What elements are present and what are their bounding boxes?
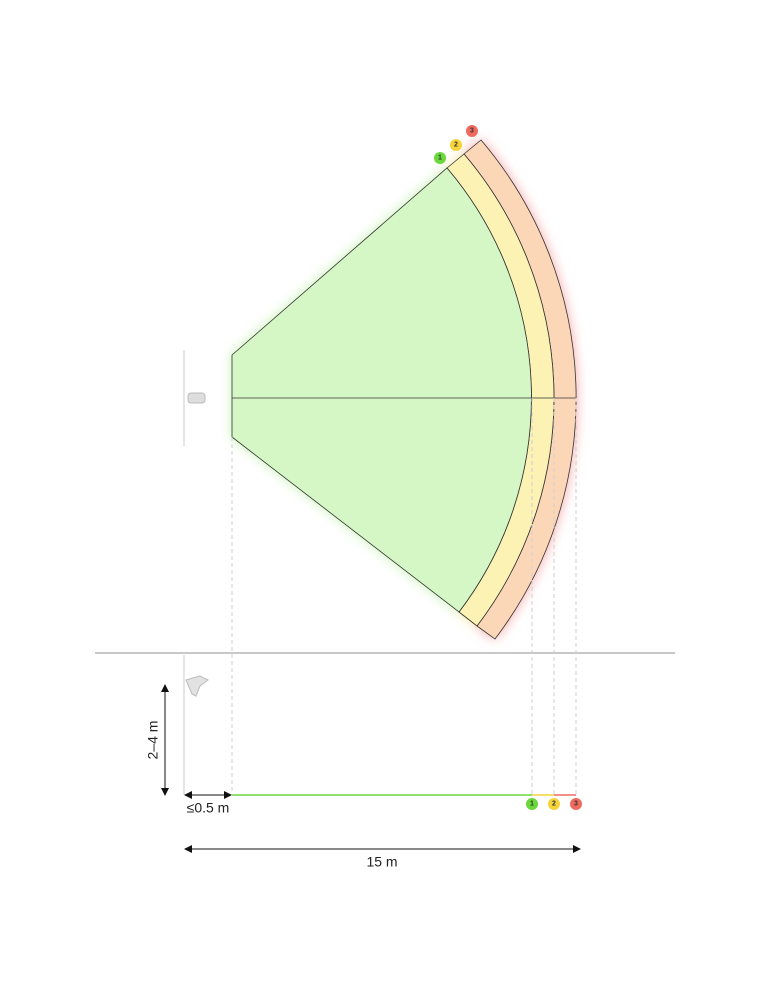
sensor-icon <box>185 675 209 697</box>
sensor-icon <box>187 392 206 404</box>
zone-badge: 1 <box>434 152 446 164</box>
range-label: 15 m <box>366 854 397 870</box>
badge-label: 2 <box>552 801 556 808</box>
zone-badge: 1 <box>526 798 538 810</box>
offset-label: ≤0.5 m <box>187 800 230 816</box>
zone-badge: 2 <box>450 139 462 151</box>
badge-label: 2 <box>454 142 458 149</box>
badge-label: 3 <box>470 128 474 135</box>
badge-label: 1 <box>438 155 442 162</box>
height-label: 2–4 m <box>145 721 161 760</box>
zone-badge: 2 <box>548 798 560 810</box>
zone-badge: 3 <box>466 125 478 137</box>
zone-1 <box>231 167 532 613</box>
badge-label: 3 <box>574 801 578 808</box>
zone-badge: 3 <box>570 798 582 810</box>
badge-label: 1 <box>530 801 534 808</box>
